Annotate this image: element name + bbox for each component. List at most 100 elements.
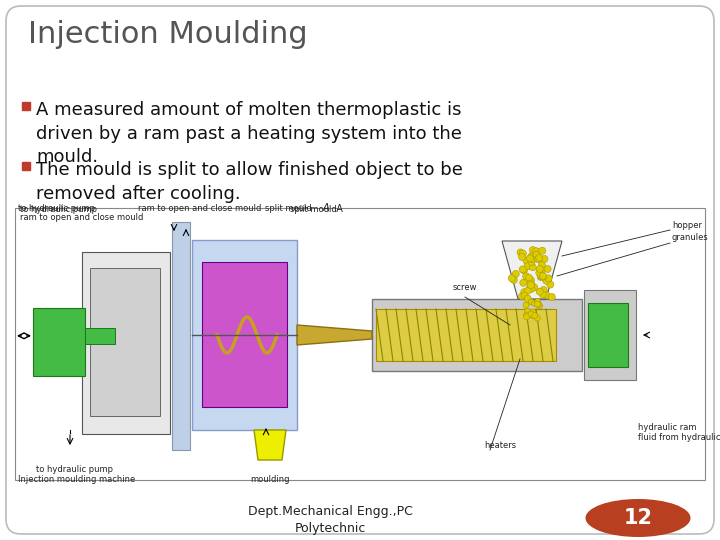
Circle shape [543, 277, 550, 284]
Text: ram to open and close mould: ram to open and close mould [138, 204, 261, 213]
Circle shape [536, 301, 541, 308]
Circle shape [537, 273, 544, 280]
Text: The mould is split to allow finished object to be
removed after cooling.: The mould is split to allow finished obj… [36, 161, 463, 202]
Circle shape [536, 254, 543, 261]
Circle shape [540, 287, 547, 293]
Bar [33, 308, 85, 376]
Circle shape [523, 273, 530, 280]
Circle shape [528, 277, 534, 284]
Circle shape [529, 312, 536, 319]
Circle shape [543, 292, 550, 299]
Circle shape [538, 269, 545, 276]
Circle shape [510, 276, 518, 284]
Circle shape [523, 312, 530, 318]
Bar [172, 222, 190, 450]
Circle shape [537, 274, 544, 281]
Circle shape [528, 311, 534, 317]
Circle shape [535, 299, 541, 305]
Bar [22, 162, 30, 170]
Text: split mould: split mould [265, 204, 312, 213]
Bar [202, 262, 287, 407]
Ellipse shape [585, 499, 690, 537]
Circle shape [517, 249, 524, 256]
Circle shape [518, 253, 526, 260]
Circle shape [519, 266, 526, 273]
Polygon shape [297, 325, 372, 345]
Circle shape [529, 255, 536, 262]
Circle shape [527, 280, 534, 287]
Circle shape [531, 300, 538, 306]
Circle shape [512, 271, 519, 278]
Text: ram to open and close mould: ram to open and close mould [20, 213, 143, 222]
Bar [90, 268, 160, 416]
Circle shape [528, 262, 534, 269]
Bar [82, 252, 170, 434]
Text: to hydraulic pump: to hydraulic pump [18, 204, 95, 213]
Circle shape [526, 274, 533, 281]
Text: to hydraulic pump: to hydraulic pump [37, 465, 114, 474]
Circle shape [524, 295, 531, 302]
Circle shape [528, 299, 534, 305]
Circle shape [539, 291, 546, 298]
Circle shape [528, 259, 535, 265]
Circle shape [536, 288, 544, 295]
Circle shape [526, 285, 534, 292]
Text: split mould: split mould [290, 205, 337, 214]
Bar [584, 290, 636, 380]
Text: screw: screw [453, 283, 477, 292]
Circle shape [549, 293, 555, 300]
Circle shape [521, 289, 528, 296]
Circle shape [529, 247, 536, 254]
Circle shape [547, 281, 554, 288]
Circle shape [520, 279, 527, 286]
Circle shape [530, 309, 536, 315]
Text: heaters: heaters [484, 441, 516, 450]
Circle shape [519, 250, 526, 257]
Text: A measured amount of molten thermoplastic is
driven by a ram past a heating syst: A measured amount of molten thermoplasti… [36, 101, 462, 166]
Circle shape [528, 282, 536, 289]
Circle shape [545, 275, 552, 282]
Text: moulding: moulding [251, 475, 289, 484]
Text: hydraulic ram: hydraulic ram [638, 423, 696, 432]
Polygon shape [254, 430, 286, 460]
Circle shape [518, 293, 526, 300]
Circle shape [533, 248, 540, 255]
Bar [15, 208, 705, 480]
Circle shape [508, 275, 516, 282]
Circle shape [524, 287, 531, 294]
Circle shape [529, 264, 536, 271]
Circle shape [536, 303, 543, 309]
Bar [372, 299, 582, 371]
Circle shape [541, 255, 548, 262]
Text: Injection Moulding: Injection Moulding [28, 20, 307, 49]
Circle shape [539, 273, 546, 280]
Text: Dept.Mechanical Engg.,PC
Polytechnic: Dept.Mechanical Engg.,PC Polytechnic [248, 505, 413, 535]
Polygon shape [502, 241, 562, 299]
Circle shape [539, 247, 546, 254]
Text: Injection moulding machine: Injection moulding machine [18, 475, 135, 484]
Circle shape [523, 302, 529, 308]
Bar [588, 303, 628, 367]
Circle shape [531, 284, 538, 291]
Text: fluid from hydraulic pump: fluid from hydraulic pump [638, 433, 720, 442]
Circle shape [533, 251, 540, 258]
Circle shape [525, 308, 531, 314]
Circle shape [523, 314, 530, 320]
Text: A: A [323, 203, 330, 213]
Text: A: A [330, 204, 343, 214]
Text: granules: granules [672, 233, 708, 242]
Circle shape [536, 266, 544, 273]
Bar [376, 309, 556, 361]
Circle shape [539, 273, 546, 280]
Circle shape [523, 257, 530, 264]
Text: to hydraulic pump: to hydraulic pump [20, 205, 97, 214]
Circle shape [521, 292, 528, 299]
Circle shape [526, 255, 534, 262]
Circle shape [535, 255, 541, 262]
Circle shape [528, 285, 535, 292]
Text: hopper: hopper [672, 221, 702, 230]
Circle shape [524, 262, 531, 269]
Circle shape [536, 269, 543, 276]
FancyBboxPatch shape [6, 6, 714, 534]
Circle shape [531, 313, 538, 319]
